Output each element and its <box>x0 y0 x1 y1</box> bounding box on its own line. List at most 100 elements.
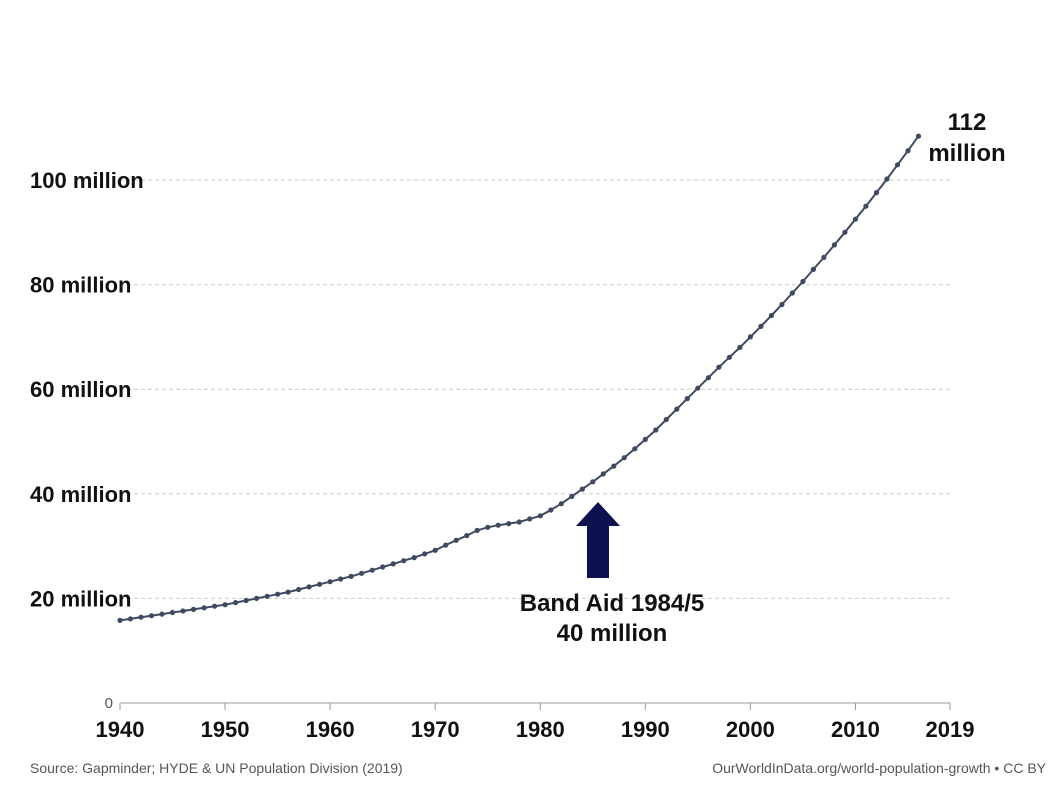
x-tick-label: 1980 <box>516 717 565 742</box>
data-point <box>800 278 806 285</box>
data-point <box>201 605 207 611</box>
data-point <box>716 364 722 370</box>
data-point <box>233 600 239 606</box>
data-point <box>264 593 270 599</box>
data-point <box>663 416 669 423</box>
data-point <box>243 597 249 604</box>
data-point <box>737 344 743 350</box>
data-point <box>884 176 890 182</box>
series-group <box>117 133 922 624</box>
data-point <box>653 427 659 433</box>
band-aid-label-line2: 40 million <box>557 620 668 647</box>
data-point <box>327 579 333 585</box>
data-point <box>590 479 596 485</box>
data-point <box>548 507 554 513</box>
data-point <box>411 555 417 561</box>
data-point <box>684 396 690 402</box>
data-point <box>611 463 617 469</box>
data-point <box>852 216 859 222</box>
gridlines <box>120 179 950 599</box>
y-axis-ticks: 0 20 million 40 million 60 million 80 millio… <box>30 168 144 712</box>
y-tick-label: 60 million <box>30 377 131 402</box>
data-point <box>443 542 449 548</box>
data-point <box>159 611 165 617</box>
data-point <box>516 519 522 525</box>
data-point <box>495 522 501 528</box>
data-point <box>579 486 585 492</box>
data-point <box>873 190 880 196</box>
end-value-label-line2: million <box>928 140 1005 167</box>
data-point <box>758 323 764 329</box>
data-point <box>127 616 134 622</box>
data-point <box>117 617 123 624</box>
data-point <box>537 513 543 519</box>
data-point <box>432 547 438 553</box>
data-point <box>789 290 796 296</box>
series-line <box>119 135 920 622</box>
data-point <box>348 573 354 580</box>
band-aid-label-line1: Band Aid 1984/5 <box>520 590 705 617</box>
data-point <box>600 471 606 477</box>
data-point <box>915 133 922 139</box>
data-point <box>190 606 197 613</box>
x-tick-label: 2010 <box>831 717 880 742</box>
annotations: Band Aid 1984/5 40 million 112 million <box>520 109 1006 647</box>
data-point <box>779 301 785 308</box>
data-point <box>485 524 491 530</box>
data-point <box>296 586 302 593</box>
end-value-label-line1: 112 <box>948 109 987 136</box>
source-note: Source: Gapminder; HYDE & UN Population … <box>30 760 403 776</box>
data-point <box>169 609 176 616</box>
data-point <box>821 254 827 260</box>
x-tick-label: 1970 <box>411 717 460 742</box>
data-point <box>863 203 869 209</box>
y-tick-label: 0 <box>105 695 113 712</box>
x-tick-label: 1990 <box>621 717 670 742</box>
y-tick-label: 40 million <box>30 482 131 507</box>
data-point <box>275 591 281 597</box>
data-point <box>831 242 838 248</box>
x-axis-ticks: 1940 1950 1960 1970 1980 1990 2000 2010 2019 <box>96 717 975 742</box>
data-point <box>632 446 638 452</box>
data-point <box>842 229 848 235</box>
data-point <box>726 354 733 360</box>
axes <box>119 702 951 710</box>
data-point <box>558 501 564 507</box>
band-aid-arrow-icon <box>576 502 620 578</box>
data-point <box>527 516 533 522</box>
data-point <box>642 436 648 442</box>
x-tick-label: 1960 <box>306 717 355 742</box>
data-point <box>148 613 155 619</box>
data-point <box>254 595 260 602</box>
data-point <box>453 537 459 543</box>
x-tick-label: 1950 <box>201 717 250 742</box>
data-point <box>768 312 775 319</box>
data-point <box>905 148 911 154</box>
data-point <box>695 385 701 391</box>
data-point <box>212 603 218 609</box>
x-tick-label: 1940 <box>96 717 145 742</box>
data-point <box>894 162 901 168</box>
y-tick-label: 20 million <box>30 586 131 611</box>
x-tick-label: 2019 <box>926 717 975 742</box>
data-point <box>222 602 228 608</box>
data-point <box>474 527 480 534</box>
y-tick-label: 100 million <box>30 168 144 193</box>
data-point <box>138 614 144 620</box>
data-point <box>338 576 344 582</box>
data-point <box>506 521 512 527</box>
data-point <box>369 567 375 573</box>
data-point <box>306 584 312 590</box>
data-point <box>705 375 712 381</box>
data-point <box>180 608 186 614</box>
data-point <box>401 558 407 564</box>
data-point <box>747 334 754 340</box>
data-point <box>380 564 386 570</box>
data-point <box>422 551 428 557</box>
credit-note: OurWorldInData.org/world-population-grow… <box>712 760 1046 776</box>
data-point <box>810 266 817 272</box>
data-point <box>359 570 365 576</box>
data-point <box>569 493 575 499</box>
data-point <box>464 533 470 539</box>
data-point <box>621 455 627 461</box>
